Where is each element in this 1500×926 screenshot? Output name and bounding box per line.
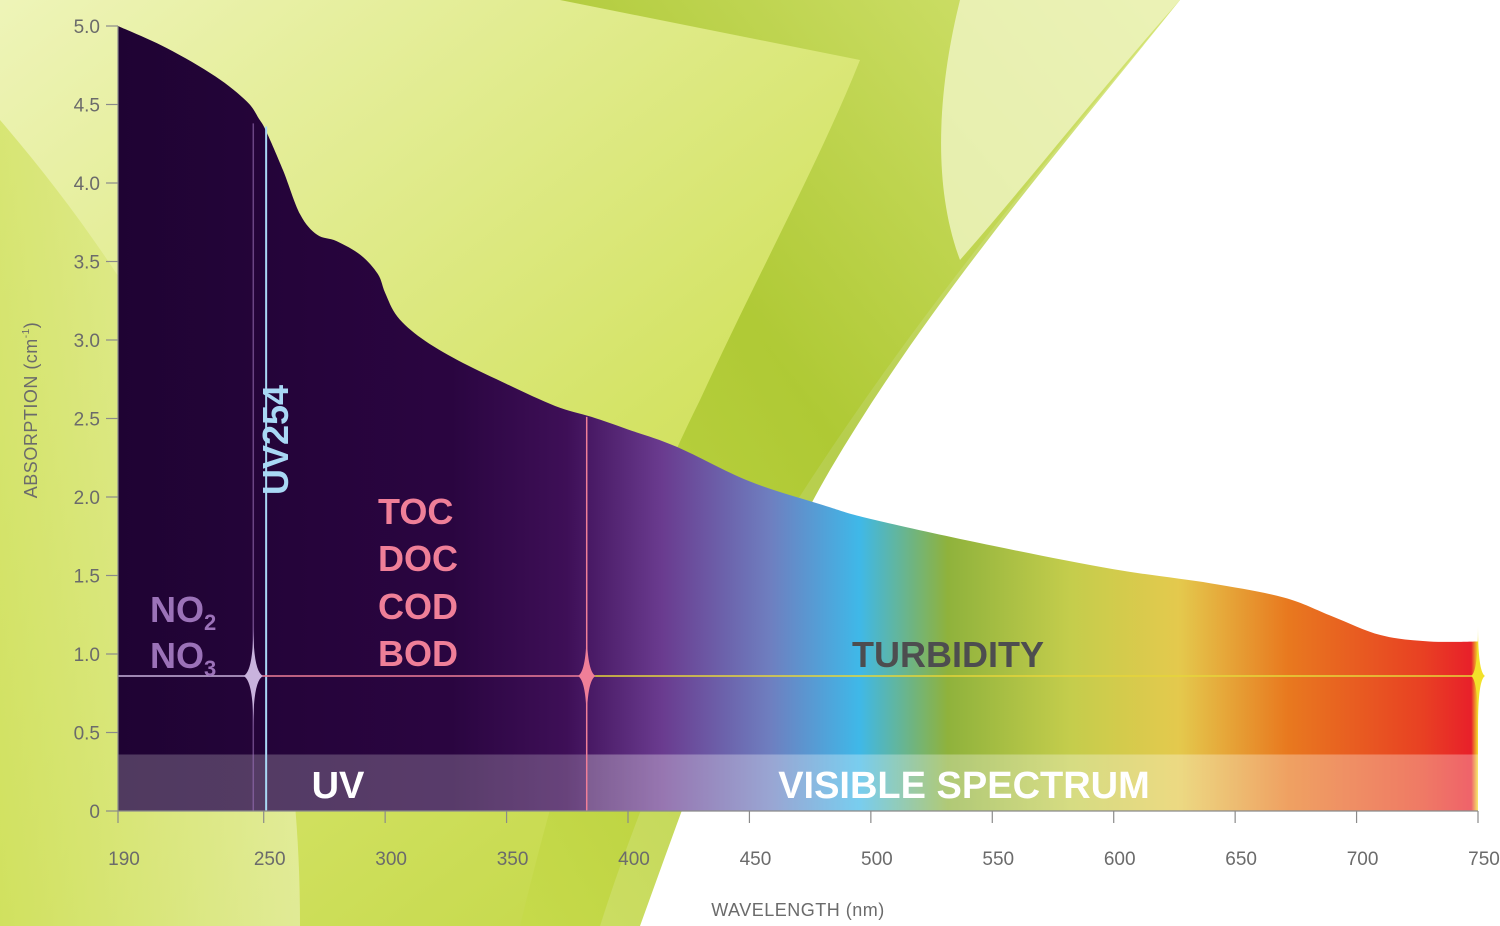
y-tick-label: 2.0 <box>74 488 100 509</box>
label-no3-subscript: 3 <box>204 656 216 681</box>
y-tick-label: 1.5 <box>74 567 100 588</box>
x-tick-label: 750 <box>1468 849 1500 870</box>
absorption-spectrum-area <box>118 26 1478 811</box>
x-tick-label: 550 <box>982 849 1014 870</box>
y-tick-label: 4.0 <box>74 174 100 195</box>
y-tick-label: 3.0 <box>74 331 100 352</box>
label-uv254: UV254 <box>255 385 296 495</box>
y-tick-label: 0.5 <box>74 724 100 745</box>
x-axis-title: WAVELENGTH (nm) <box>711 900 885 920</box>
label-bod: BOD <box>378 633 458 674</box>
y-tick-label: 4.5 <box>74 96 100 117</box>
y-tick-label: 5.0 <box>74 17 100 38</box>
y-tick-label: 1.0 <box>74 645 100 666</box>
chart-axes: 0 0.5 1.0 1.5 2.0 2.5 3.0 3.5 4.0 4.5 5.0 190 250 300… <box>74 17 1500 870</box>
x-tick-label: 190 <box>108 849 140 870</box>
x-tick-label: 250 <box>254 849 286 870</box>
x-tick-label: 350 <box>497 849 529 870</box>
band-label-visible-spectrum: VISIBLE SPECTRUM <box>778 765 1150 807</box>
label-no2-subscript: 2 <box>204 610 216 635</box>
label-cod: COD <box>378 586 458 627</box>
no-cusp <box>243 625 264 727</box>
y-tick-label: 3.5 <box>74 253 100 274</box>
x-tick-label: 500 <box>861 849 893 870</box>
label-toc: TOC <box>378 491 453 532</box>
y-tick-label: 2.5 <box>74 410 100 431</box>
turbidity-cusp <box>1471 625 1485 727</box>
x-tick-label: 700 <box>1347 849 1379 870</box>
y-axis-title: ABSORPTION (cm-1) <box>21 322 41 498</box>
x-tick-label: 650 <box>1225 849 1257 870</box>
band-visible-spectrum <box>586 754 1478 811</box>
label-doc: DOC <box>378 538 458 579</box>
x-tick-label: 600 <box>1104 849 1136 870</box>
spectrum-bands <box>118 754 1478 811</box>
label-no2: NO2 <box>150 589 216 635</box>
label-turbidity: TURBIDITY <box>852 634 1044 675</box>
band-label-uv: UV <box>312 765 365 807</box>
y-axis-title-superscript: -1 <box>21 328 32 338</box>
x-tick-label: 400 <box>618 849 650 870</box>
x-tick-label: 450 <box>740 849 772 870</box>
y-tick-label: 0 <box>89 802 100 823</box>
parameter-marker-lines <box>118 123 1485 811</box>
x-tick-label: 300 <box>375 849 407 870</box>
band-uv <box>118 754 587 811</box>
label-no3: NO3 <box>150 635 216 681</box>
toc-cusp <box>577 625 596 727</box>
